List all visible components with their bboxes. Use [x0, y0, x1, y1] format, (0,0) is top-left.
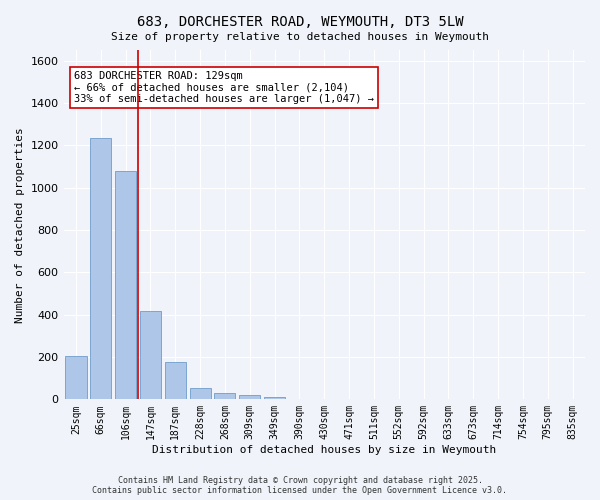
- Text: Size of property relative to detached houses in Weymouth: Size of property relative to detached ho…: [111, 32, 489, 42]
- Bar: [115, 170, 136, 400]
- Y-axis label: Number of detached properties: Number of detached properties: [15, 127, 25, 322]
- Bar: [190, 388, 211, 400]
- Text: 683, DORCHESTER ROAD, WEYMOUTH, DT3 5LW: 683, DORCHESTER ROAD, WEYMOUTH, DT3 5LW: [137, 15, 463, 29]
- Bar: [90, 138, 112, 400]
- Text: 683 DORCHESTER ROAD: 129sqm
← 66% of detached houses are smaller (2,104)
33% of : 683 DORCHESTER ROAD: 129sqm ← 66% of det…: [74, 71, 374, 104]
- Bar: [239, 395, 260, 400]
- X-axis label: Distribution of detached houses by size in Weymouth: Distribution of detached houses by size …: [152, 445, 496, 455]
- Text: Contains HM Land Registry data © Crown copyright and database right 2025.
Contai: Contains HM Land Registry data © Crown c…: [92, 476, 508, 495]
- Bar: [264, 397, 285, 400]
- Bar: [65, 356, 86, 400]
- Bar: [140, 312, 161, 400]
- Bar: [214, 393, 235, 400]
- Bar: [165, 362, 186, 400]
